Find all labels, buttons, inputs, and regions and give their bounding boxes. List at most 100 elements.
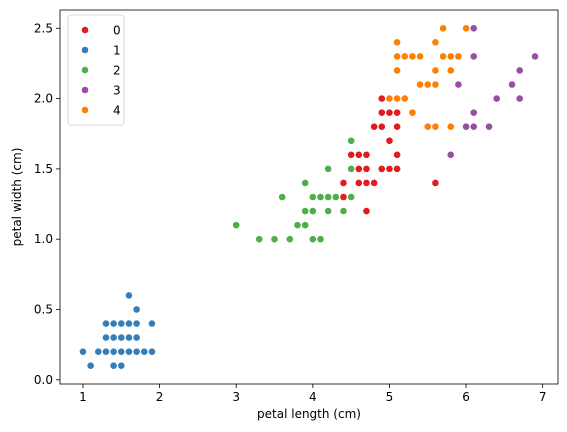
data-point — [362, 207, 371, 215]
x-tick-label: 1 — [79, 390, 87, 404]
data-point — [117, 361, 126, 370]
data-point — [285, 235, 294, 244]
legend-marker — [81, 46, 89, 54]
legend-label: 0 — [113, 24, 121, 38]
legend-label: 3 — [113, 84, 121, 98]
data-point — [140, 347, 149, 356]
data-point — [278, 193, 287, 201]
legend: 0 1 2 3 4 — [67, 14, 125, 126]
x-tick-label: 7 — [539, 390, 547, 404]
data-point — [331, 193, 340, 201]
data-point — [431, 179, 440, 187]
data-point — [515, 66, 524, 75]
data-point — [393, 94, 402, 103]
data-point — [308, 207, 317, 215]
y-axis-label: petal width (cm) — [10, 148, 24, 247]
data-point — [423, 122, 432, 131]
legend-marker — [81, 106, 89, 114]
data-point — [255, 235, 264, 244]
x-tick-label: 3 — [232, 390, 240, 404]
data-point — [454, 52, 463, 61]
data-point — [148, 347, 156, 356]
data-point — [393, 66, 402, 75]
data-point — [462, 122, 470, 131]
data-point — [109, 347, 118, 356]
legend-label: 2 — [113, 64, 121, 78]
y-tick-label: 2.0 — [34, 92, 53, 106]
axes-frame — [59, 9, 559, 385]
data-point — [431, 66, 440, 75]
data-point — [347, 136, 356, 145]
data-point — [270, 235, 279, 244]
x-axis-label: petal length (cm) — [257, 407, 361, 421]
data-point — [339, 179, 348, 187]
data-point — [148, 319, 156, 328]
data-point — [362, 164, 371, 173]
data-point — [485, 122, 493, 131]
data-point — [102, 347, 110, 356]
data-point — [393, 52, 402, 61]
legend-label: 4 — [113, 104, 121, 118]
series-1 — [79, 291, 156, 370]
data-point — [339, 207, 348, 215]
data-point — [377, 94, 386, 103]
data-point — [446, 150, 455, 159]
series-2 — [232, 136, 356, 244]
data-point — [301, 207, 310, 215]
data-point — [469, 108, 478, 117]
data-point — [125, 291, 133, 300]
data-point — [400, 94, 409, 103]
data-point — [377, 108, 386, 117]
data-point — [370, 179, 379, 187]
data-point — [431, 38, 440, 47]
data-point — [339, 193, 348, 201]
data-point — [469, 52, 478, 61]
data-point — [377, 122, 386, 131]
data-point — [117, 347, 126, 356]
data-point — [354, 164, 363, 173]
data-point — [462, 24, 470, 33]
data-point — [94, 347, 103, 356]
data-point — [117, 333, 126, 342]
data-point — [416, 80, 424, 89]
x-tick-label: 2 — [156, 390, 164, 404]
data-point — [385, 136, 394, 145]
x-axis-ticks: 1 2 3 4 5 6 7 — [79, 384, 546, 404]
data-point — [132, 347, 141, 356]
y-tick-label: 2.5 — [34, 21, 53, 35]
data-point — [316, 235, 325, 244]
data-point — [423, 80, 432, 89]
data-point — [446, 122, 455, 131]
data-point — [362, 179, 371, 187]
data-point — [109, 333, 118, 342]
data-point — [86, 361, 95, 370]
data-point — [324, 207, 333, 215]
data-point — [385, 108, 394, 117]
data-point — [385, 94, 394, 103]
data-point — [316, 193, 325, 201]
data-point — [132, 319, 141, 328]
y-tick-label: 1.5 — [34, 162, 53, 176]
data-point — [446, 52, 455, 61]
data-point — [400, 52, 409, 61]
y-tick-label: 1.0 — [34, 232, 53, 246]
legend-marker — [81, 26, 89, 34]
data-point — [508, 80, 516, 89]
legend-label: 1 — [113, 44, 121, 58]
data-point — [393, 108, 402, 117]
data-point — [531, 52, 539, 61]
data-point — [393, 150, 402, 159]
data-point — [109, 361, 118, 370]
data-point — [492, 94, 501, 103]
data-point — [102, 319, 110, 328]
data-point — [347, 150, 356, 159]
data-point — [446, 66, 455, 75]
data-point — [393, 38, 402, 47]
data-point — [408, 108, 417, 117]
y-tick-label: 0.5 — [34, 302, 53, 316]
data-point — [125, 319, 133, 328]
data-point — [408, 52, 417, 61]
y-axis-ticks: 0.0 0.5 1.0 1.5 2.0 2.5 — [34, 21, 60, 387]
data-point — [125, 333, 133, 342]
data-point — [347, 164, 356, 173]
